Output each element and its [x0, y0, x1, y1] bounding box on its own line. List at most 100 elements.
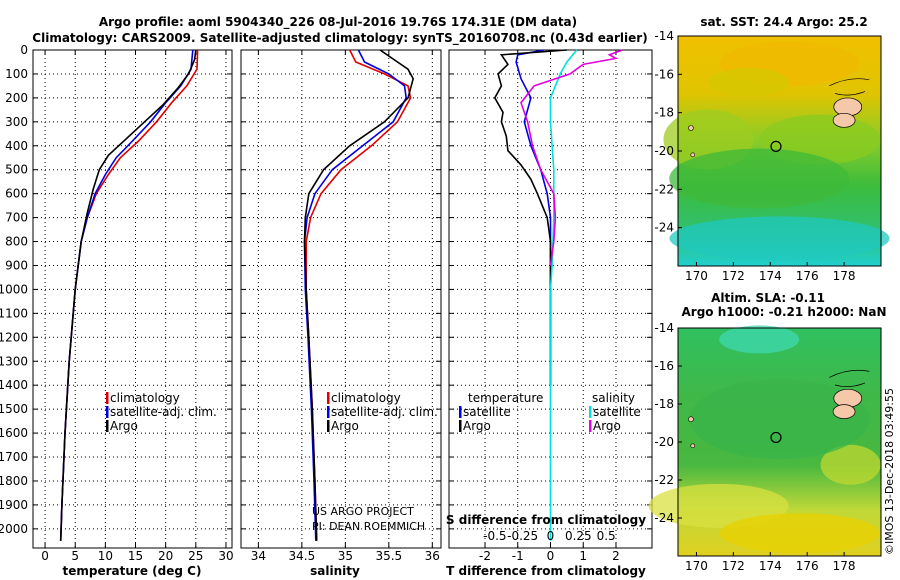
legend-swatch — [589, 420, 592, 432]
x-tick-label: 174 — [759, 269, 782, 283]
salinity-panel: 34 34.5 35 35.5 36 climatologysatellite-adj. … — [240, 49, 442, 563]
y-tick-label: 100 — [5, 67, 28, 81]
x-tick-label: 178 — [833, 559, 856, 573]
x-tick-label: 35 — [338, 549, 353, 563]
series-line — [493, 49, 567, 386]
top-tick-label: 0.25 — [565, 529, 592, 543]
y-tick-label: 700 — [5, 211, 28, 225]
x-tick-label: 178 — [833, 269, 856, 283]
temperature-panel: 0 5 10 15 20 25 300100200300400500600700800900… — [0, 43, 234, 563]
x-tick-label: 5 — [71, 549, 79, 563]
map-texture — [820, 444, 881, 485]
y-tick-label: 500 — [5, 163, 28, 177]
y-tick-label: -22 — [654, 473, 674, 487]
temperature-xlabel: temperature (deg C) — [63, 564, 202, 578]
y-tick-label: 600 — [5, 187, 28, 201]
land-mass — [832, 112, 856, 128]
y-tick-label: 1500 — [0, 402, 28, 416]
series-line — [303, 49, 415, 541]
map-texture — [709, 68, 790, 96]
map-texture — [669, 216, 890, 261]
legend-label: Argo — [463, 419, 491, 433]
land-mass — [832, 404, 856, 419]
bathymetry-contour — [829, 369, 870, 387]
map-texture — [719, 513, 880, 554]
legend-label: satellite-adj. clim. — [331, 405, 438, 419]
series-line — [303, 49, 408, 541]
y-tick-label: 1800 — [0, 474, 28, 488]
y-tick-label: 800 — [5, 235, 28, 249]
y-tick-label: -18 — [654, 106, 674, 120]
legend-label: climatology — [110, 391, 180, 405]
legend-label: Argo — [331, 419, 359, 433]
y-tick-label: -20 — [654, 435, 674, 449]
x-tick-label: 176 — [796, 559, 819, 573]
series-line — [59, 49, 194, 541]
x-tick-label: -2 — [479, 549, 491, 563]
y-tick-label: -20 — [654, 144, 674, 158]
map-texture — [689, 379, 870, 460]
argo-location-marker — [770, 431, 782, 444]
difference-top-xlabel: S difference from climatology — [446, 513, 646, 527]
x-tick-label: 2 — [612, 549, 620, 563]
y-tick-label: 400 — [5, 139, 28, 153]
y-tick-label: 1900 — [0, 498, 28, 512]
legend-label: climatology — [331, 391, 401, 405]
legend-swatch — [589, 406, 592, 418]
x-tick-label: 34 — [251, 549, 266, 563]
y-tick-label: -16 — [654, 67, 674, 81]
y-tick-label: 1200 — [0, 330, 28, 344]
sla-map-title-line1: Altim. SLA: -0.11 — [711, 291, 825, 305]
x-tick-label: 20 — [158, 549, 173, 563]
x-tick-label: 172 — [722, 559, 745, 573]
island — [688, 416, 694, 423]
argo-location-marker — [770, 140, 782, 152]
y-tick-label: 1400 — [0, 378, 28, 392]
legend-swatch — [327, 406, 330, 418]
legend-label: satellite — [593, 405, 641, 419]
series-line — [59, 49, 199, 541]
legend-swatch — [459, 406, 462, 418]
legend-title: salinity — [592, 391, 635, 405]
x-tick-label: 35.5 — [375, 549, 402, 563]
pi-label: PI: DEAN ROEMMICH — [312, 520, 425, 533]
y-tick-label: -24 — [654, 511, 674, 525]
x-tick-label: 176 — [796, 269, 819, 283]
island — [688, 125, 694, 131]
y-tick-label: 900 — [5, 258, 28, 272]
legend-label: Argo — [110, 419, 138, 433]
legend-swatch — [106, 420, 109, 432]
top-tick-label: -0.25 — [507, 529, 538, 543]
imos-watermark: ©IMOS 13-Dec-2018 03:49:55 — [883, 388, 896, 555]
series-line — [520, 49, 623, 266]
y-tick-label: 300 — [5, 115, 28, 129]
legend-swatch — [106, 392, 109, 404]
series-line — [549, 49, 578, 541]
top-tick-label: 0.5 — [597, 529, 616, 543]
plot-frame — [240, 49, 442, 549]
y-tick-label: 1000 — [0, 282, 28, 296]
land-mass — [833, 388, 863, 408]
difference-xlabel: T difference from climatology — [446, 564, 646, 578]
x-tick-label: 1 — [579, 549, 587, 563]
legend-swatch — [327, 420, 330, 432]
project-label: US ARGO PROJECT — [312, 505, 414, 518]
y-tick-label: -14 — [654, 321, 674, 335]
x-tick-label: 34.5 — [289, 549, 316, 563]
title-line1: Argo profile: aoml 5904340_226 08-Jul-20… — [99, 15, 577, 30]
series-line — [59, 49, 197, 541]
legend-label: Argo — [593, 419, 621, 433]
y-tick-label: -18 — [654, 397, 674, 411]
x-tick-label: 172 — [722, 269, 745, 283]
y-tick-label: 0 — [20, 43, 28, 57]
x-tick-label: 174 — [759, 559, 782, 573]
x-tick-label: 36 — [425, 549, 440, 563]
top-tick-label: -0.5 — [483, 529, 506, 543]
y-tick-label: -14 — [654, 29, 674, 43]
salinity-xlabel: salinity — [310, 564, 360, 578]
map-texture — [648, 483, 789, 528]
title-line2: Climatology: CARS2009. Satellite-adjuste… — [32, 31, 647, 46]
plot-frame — [32, 49, 233, 549]
bathymetry-contour — [829, 78, 870, 96]
x-tick-label: 170 — [685, 269, 708, 283]
